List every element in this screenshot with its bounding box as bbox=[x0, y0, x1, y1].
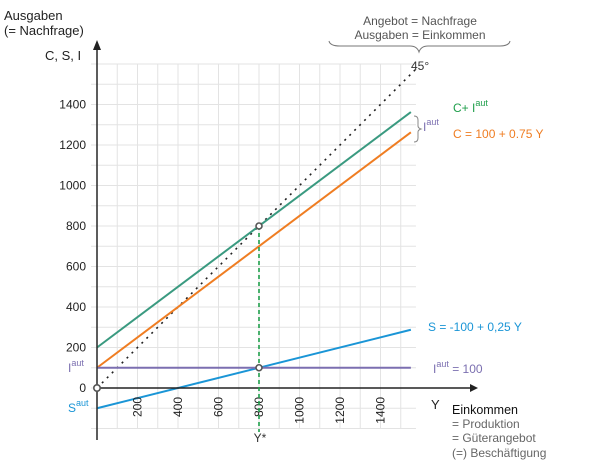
label-investment-main: I bbox=[433, 362, 436, 376]
y-tick-label: 400 bbox=[66, 300, 86, 314]
label-consumption: C = 100 + 0.75 Y bbox=[453, 127, 544, 141]
curly-brace bbox=[328, 40, 511, 54]
x-axis-title-line3: = Güterangebot bbox=[452, 431, 536, 445]
series-line-2 bbox=[96, 131, 412, 369]
x-axis-symbol: Y bbox=[431, 397, 440, 412]
y-tick-label: 600 bbox=[66, 260, 86, 274]
series-line-3 bbox=[96, 328, 412, 410]
equilibrium-marks bbox=[93, 222, 263, 432]
s-aut-axis-main: S bbox=[68, 401, 76, 415]
tick-labels: 0 200 400 600 800 1000 1200 1400 200 400 600 800 100… bbox=[59, 98, 387, 424]
i-aut-bracket-label: Iaut bbox=[423, 117, 439, 134]
i-aut-axis-label: Iaut bbox=[68, 358, 84, 375]
axes bbox=[93, 40, 478, 440]
grid bbox=[91, 63, 416, 429]
x-tick-label: 400 bbox=[171, 397, 185, 417]
y-tick-label: 1400 bbox=[59, 98, 86, 112]
y-tick-label: 1000 bbox=[59, 179, 86, 193]
i-aut-bracket-sup: aut bbox=[426, 117, 439, 127]
y-tick-label: 1200 bbox=[59, 138, 86, 152]
x-tick-label: 200 bbox=[131, 397, 145, 417]
i-aut-bracket-main: I bbox=[423, 120, 426, 134]
label-45-degree: 45° bbox=[411, 59, 429, 73]
origin-point bbox=[93, 383, 102, 392]
y-tick-label: 200 bbox=[66, 341, 86, 355]
x-axis-title-line2: = Produktion bbox=[452, 417, 520, 431]
i-aut-axis-sup: aut bbox=[71, 358, 84, 368]
label-investment: Iaut = 100 bbox=[433, 359, 483, 376]
y-axis-arrow-icon bbox=[93, 40, 101, 50]
label-c-plus-i-sup: aut bbox=[475, 98, 488, 108]
brace-annotation-line1: Angebot = Nachfrage bbox=[363, 14, 477, 28]
series-line-1 bbox=[96, 111, 412, 349]
brace-annotation-line2: Ausgaben = Einkommen bbox=[354, 28, 485, 42]
x-axis-title-line4: (=) Beschäftigung bbox=[452, 446, 546, 460]
x-axis-title-line1: Einkommen bbox=[452, 403, 518, 417]
label-c-plus-i-main: C+ I bbox=[453, 101, 475, 115]
equilibrium-point-total bbox=[255, 222, 263, 230]
y-axis-title-line1: Ausgaben bbox=[4, 8, 63, 23]
x-tick-label: 600 bbox=[212, 397, 226, 417]
i-aut-axis-main: I bbox=[68, 361, 71, 375]
x-tick-label: 1400 bbox=[374, 397, 388, 424]
x-tick-label: 1000 bbox=[293, 397, 307, 424]
y-axis-symbol: C, S, I bbox=[45, 48, 81, 63]
equilibrium-label: Y* bbox=[254, 431, 267, 445]
s-aut-axis-label: Saut bbox=[68, 398, 89, 415]
label-investment-sup: aut bbox=[436, 359, 449, 369]
label-investment-suffix: = 100 bbox=[449, 362, 483, 376]
y-tick-label: 0 bbox=[79, 381, 86, 395]
series-group bbox=[96, 68, 417, 410]
label-saving: S = -100 + 0,25 Y bbox=[428, 320, 522, 334]
equilibrium-point-saving bbox=[255, 363, 263, 372]
s-aut-axis-sup: aut bbox=[76, 398, 89, 408]
i-aut-bracket bbox=[413, 115, 423, 143]
x-tick-label: 800 bbox=[252, 397, 266, 417]
x-axis-arrow-icon bbox=[470, 384, 478, 392]
label-c-plus-i: C+ Iaut bbox=[453, 98, 488, 115]
x-tick-label: 1200 bbox=[333, 397, 347, 424]
y-tick-label: 800 bbox=[66, 219, 86, 233]
y-axis-title-line2: (= Nachfrage) bbox=[4, 23, 84, 38]
